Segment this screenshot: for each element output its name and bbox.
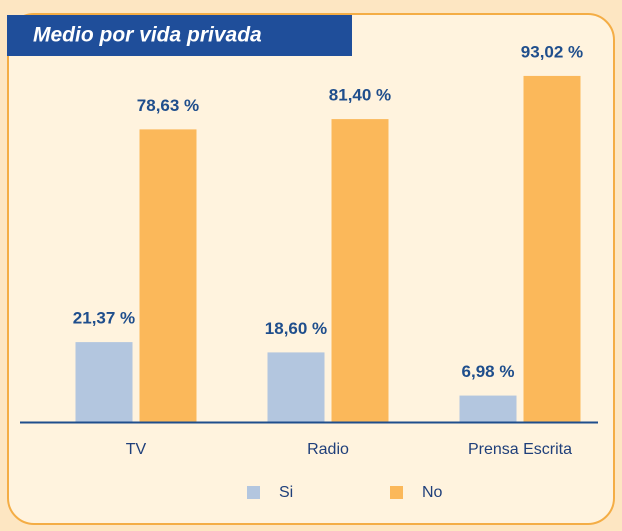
bar <box>523 75 581 422</box>
legend-label: Si <box>279 484 293 501</box>
legend-swatch <box>390 486 403 499</box>
data-label: 81,40 % <box>329 86 391 105</box>
x-tick-label: TV <box>126 441 147 458</box>
chart-title: Medio por vida privada <box>33 24 262 47</box>
data-label: 78,63 % <box>137 96 199 115</box>
data-label: 21,37 % <box>73 309 135 328</box>
bar <box>331 119 389 422</box>
bar <box>75 342 133 422</box>
bar <box>139 129 197 422</box>
x-tick-label: Radio <box>307 441 349 458</box>
data-label: 93,02 % <box>521 42 583 61</box>
bar <box>459 395 517 422</box>
bar <box>267 352 325 422</box>
title-box <box>7 15 352 56</box>
legend-swatch <box>247 486 260 499</box>
legend-label: No <box>422 484 443 501</box>
x-tick-label: Prensa Escrita <box>468 441 572 458</box>
data-label: 18,60 % <box>265 319 327 338</box>
data-label: 6,98 % <box>462 362 515 381</box>
